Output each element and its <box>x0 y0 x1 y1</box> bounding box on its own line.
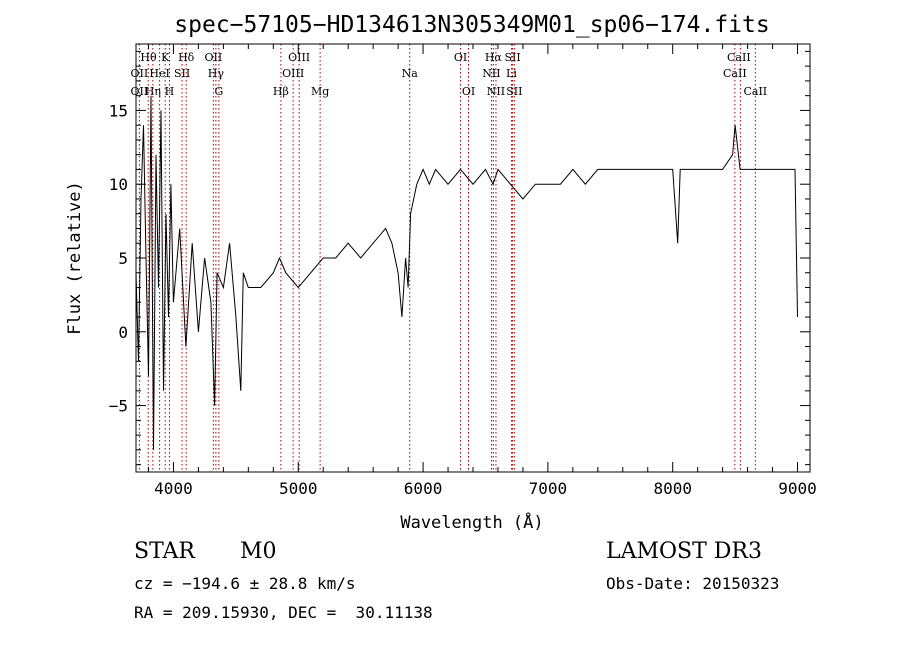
line-label: OIII <box>288 51 310 64</box>
line-label: Na <box>402 67 419 80</box>
x-axis-ticks: 4000 5000 6000 7000 8000 9000 <box>147 44 817 498</box>
object-subclass: M0 <box>240 539 277 564</box>
coordinates: RA = 209.15930, DEC = 30.11138 <box>134 603 433 622</box>
line-label: SII <box>506 85 522 98</box>
spectrum-series <box>135 95 798 450</box>
redshift-text: cz = −194.6 ± 28.8 km/s <box>134 574 356 593</box>
line-label: Mg <box>311 85 329 98</box>
y-tick-label: 5 <box>118 249 128 268</box>
y-tick-label: 10 <box>109 175 128 194</box>
spectrum-line-0 <box>135 95 798 450</box>
x-tick-label: 9000 <box>778 479 817 498</box>
line-label: OII <box>205 51 223 64</box>
line-label: Hγ <box>208 67 225 80</box>
survey-name: LAMOST DR3 <box>606 539 762 564</box>
line-label: NII <box>487 85 505 98</box>
x-tick-label: 4000 <box>154 479 193 498</box>
line-label: CaII <box>727 51 751 64</box>
line-label: CaII <box>743 85 767 98</box>
line-label: Hη <box>145 85 161 98</box>
line-label: Hβ <box>273 85 289 98</box>
chart-title: spec−57105−HD134613N305349M01_sp06−174.f… <box>174 12 769 38</box>
line-label: OII <box>131 67 149 80</box>
line-label: OI <box>462 85 475 98</box>
line-label: H <box>165 85 175 98</box>
line-label: NII <box>482 67 500 80</box>
line-label: HeI <box>149 67 169 80</box>
line-label: SII <box>504 51 520 64</box>
x-axis-label: Wavelength (Å) <box>400 511 543 533</box>
y-tick-label: −5 <box>109 397 128 416</box>
y-axis-label: Flux (relative) <box>65 181 85 335</box>
x-tick-label: 5000 <box>279 479 318 498</box>
object-class: STAR <box>134 539 195 564</box>
line-label: Hθ <box>140 51 157 64</box>
line-label: Hα <box>485 51 503 64</box>
line-label: SII <box>174 67 190 80</box>
line-label: OII <box>131 85 149 98</box>
x-tick-label: 8000 <box>653 479 692 498</box>
line-label: Hδ <box>178 51 195 64</box>
line-label: OIII <box>282 67 304 80</box>
obs-date: Obs-Date: 20150323 <box>606 574 780 593</box>
y-tick-label: 15 <box>109 101 128 120</box>
x-tick-label: 7000 <box>529 479 568 498</box>
x-tick-label: 6000 <box>404 479 443 498</box>
spectral-lines <box>138 44 756 472</box>
line-label: OI <box>454 51 467 64</box>
line-label: Li <box>506 67 517 80</box>
plot-frame <box>135 43 811 473</box>
line-label: CaII <box>723 67 747 80</box>
y-axis-ticks: −5 0 5 10 15 <box>109 50 810 466</box>
y-tick-label: 0 <box>118 323 128 342</box>
line-label: G <box>214 85 223 98</box>
line-label: K <box>161 51 170 64</box>
